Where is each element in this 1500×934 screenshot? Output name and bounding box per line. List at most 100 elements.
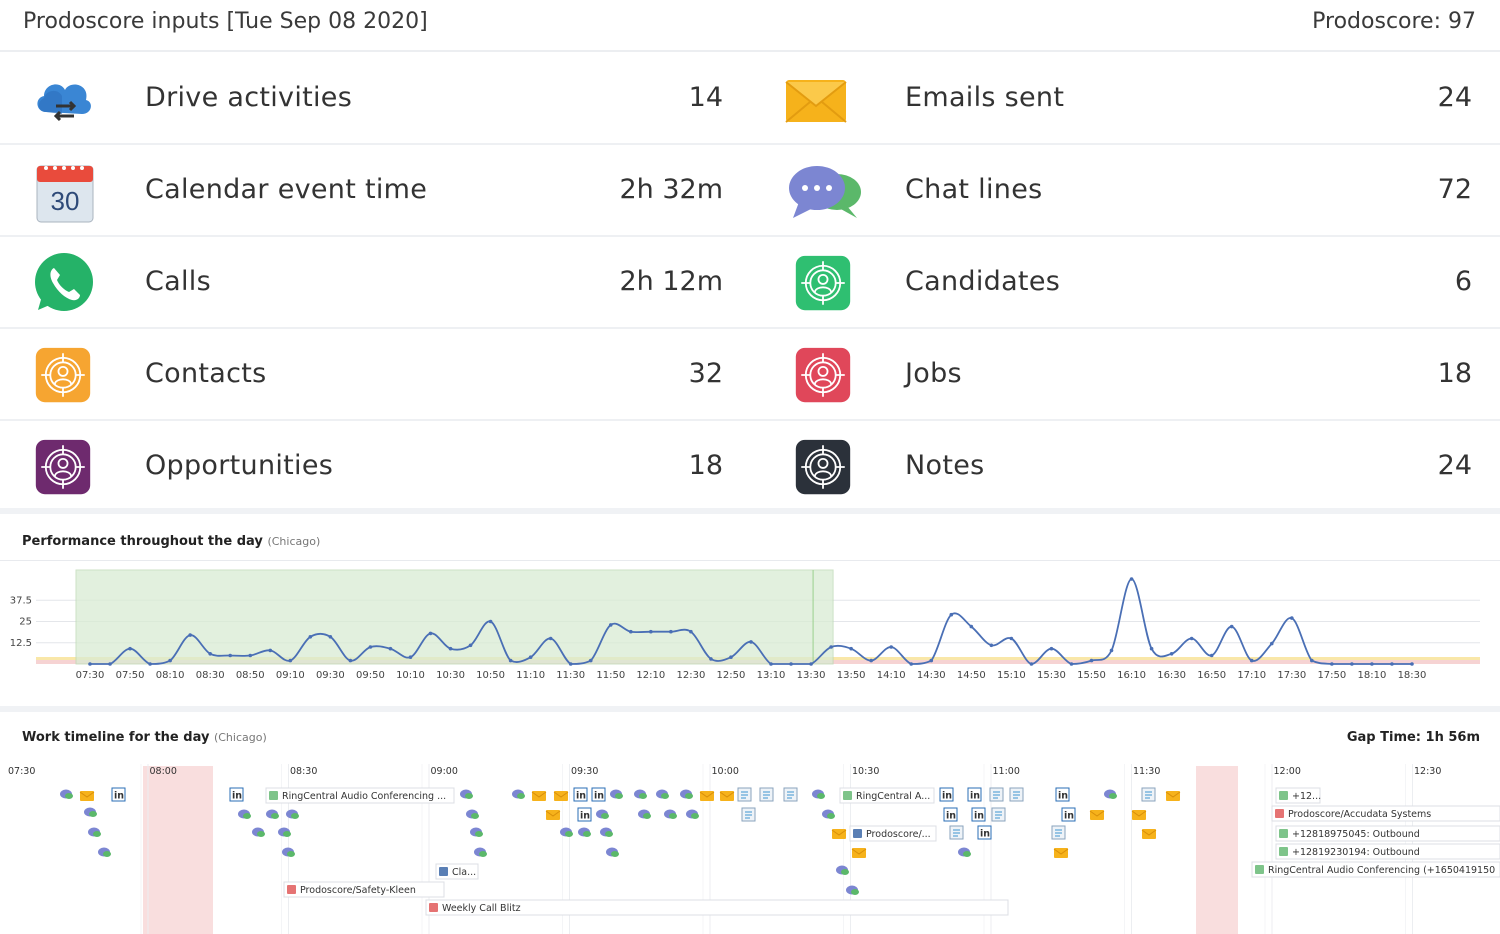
data-point	[88, 662, 92, 666]
note-target-icon	[795, 439, 851, 495]
contact-target-icon	[35, 347, 91, 403]
envelope-flap	[699, 791, 715, 798]
linkedin-glyph: in	[594, 791, 604, 802]
svg-text:30: 30	[51, 186, 80, 216]
event-label: +12818975045: Outbound	[1292, 829, 1420, 840]
envelope-body	[532, 791, 546, 801]
work-timeline[interactable]: 07:30 08:00 08:30 09:00 09:30 10:00 10:30 11:00…	[0, 756, 1500, 934]
opportunity-target-icon	[35, 439, 91, 495]
doc-icon	[949, 825, 964, 840]
metric-contacts[interactable]: Contacts 32	[0, 330, 760, 420]
data-point	[128, 646, 132, 651]
chat-bubble	[471, 813, 479, 819]
metric-drive-activities[interactable]: Drive activities 14	[0, 54, 760, 144]
calendar-icon	[429, 903, 438, 912]
chat-bubble	[1109, 793, 1117, 799]
x-tick-label: 15:10	[997, 670, 1026, 681]
metric-value: 18	[688, 450, 723, 481]
envelope-flap	[851, 848, 867, 855]
metric-opportunities[interactable]: Opportunities 18	[0, 422, 760, 512]
cloud-sync-icon	[37, 84, 91, 122]
performance-panel: Performance throughout the day (Chicago)…	[0, 508, 1500, 704]
chat-icon	[560, 827, 573, 837]
event-box	[1271, 805, 1500, 822]
data-point	[1149, 646, 1154, 651]
event-label: +12819230194: Outbound	[1292, 847, 1420, 858]
performance-subtitle: (Chicago)	[267, 535, 321, 548]
chat-bubble	[615, 793, 623, 799]
calendar-icon: 30	[36, 165, 94, 223]
metric-label: Opportunities	[145, 450, 334, 481]
data-point	[1009, 636, 1014, 641]
chat-bubble	[691, 813, 699, 819]
doc-lines	[1013, 791, 1020, 799]
envelope-body	[1166, 791, 1180, 801]
hour-label: 07:30	[8, 766, 35, 777]
li-icon: in	[577, 807, 592, 822]
timeline-event: RingCentral Audio Conferencing ...	[265, 787, 455, 804]
data-point	[308, 635, 313, 639]
linkedin-box	[971, 807, 986, 822]
chat-bubble	[817, 793, 825, 799]
linkedin-box	[573, 787, 588, 802]
timeline-event: Prodoscore/...	[849, 825, 937, 842]
data-point	[608, 623, 613, 627]
chat-bubble	[661, 793, 669, 799]
x-tick-label: 16:50	[1197, 670, 1226, 681]
x-tick-label: 17:50	[1317, 670, 1346, 681]
y-tick-label: 25	[19, 617, 32, 628]
metric-chat-lines[interactable]: Chat lines 72	[760, 146, 1500, 236]
metric-calls[interactable]: Calls 2h 12m	[0, 238, 760, 328]
x-tick-label: 14:50	[957, 670, 986, 681]
chat-icon	[600, 827, 613, 837]
data-point	[889, 645, 893, 649]
data-point	[348, 658, 353, 663]
calendar-icon	[853, 829, 862, 838]
gap-zone	[1196, 766, 1238, 934]
event-label: Prodoscore/Safety-Kleen	[300, 885, 416, 896]
metric-candidates[interactable]: Candidates 6	[760, 238, 1500, 328]
metric-emails-sent[interactable]: Emails sent 24	[760, 54, 1500, 144]
x-tick-label: 16:30	[1157, 670, 1186, 681]
doc-icon	[759, 787, 774, 802]
linkedin-glyph: in	[1064, 811, 1074, 822]
x-tick-label: 10:30	[436, 670, 465, 681]
chat-bubble	[479, 851, 487, 857]
data-point	[1390, 662, 1394, 666]
hour-label: 10:00	[712, 766, 739, 777]
chat-icon	[252, 827, 265, 837]
chat-bubble	[611, 851, 619, 857]
linkedin-glyph: in	[970, 791, 980, 802]
metric-notes[interactable]: Notes 24	[760, 422, 1500, 512]
data-point	[629, 629, 633, 634]
data-point	[1089, 658, 1094, 663]
mail-icon	[1141, 829, 1157, 839]
envelope-flap	[1053, 848, 1069, 855]
performance-chart[interactable]: 12.5 25 37.5 07:30 07:50 08:10 08:30 08:50 09:10…	[0, 564, 1500, 694]
chat-icon	[686, 809, 699, 819]
metric-calendar-event-time[interactable]: 30 Calendar event time 2h 32m	[0, 146, 760, 236]
metric-row: 30 Calendar event time 2h 32m Chat lines…	[0, 146, 1500, 237]
data-point	[789, 662, 793, 666]
metric-label: Emails sent	[905, 82, 1065, 113]
x-tick-label: 13:50	[837, 670, 866, 681]
chat-bubble	[103, 851, 111, 857]
chat-icon	[606, 847, 619, 857]
chat-bubble	[475, 831, 483, 837]
metric-jobs[interactable]: Jobs 18	[760, 330, 1500, 420]
metric-value: 2h 32m	[619, 174, 723, 205]
doc-icon	[1009, 787, 1024, 802]
envelope-body	[1132, 810, 1146, 820]
data-point	[1269, 641, 1274, 646]
timeline-event: Weekly Call Blitz	[425, 899, 1009, 916]
data-point	[689, 629, 693, 634]
linkedin-box	[229, 787, 244, 802]
doc-lines	[993, 791, 1000, 799]
metric-value: 14	[688, 82, 723, 113]
x-tick-label: 11:10	[516, 670, 545, 681]
metric-value: 24	[1437, 82, 1472, 113]
data-point	[989, 643, 994, 648]
highlight-range	[75, 569, 834, 665]
mail-icon	[1131, 810, 1147, 820]
metric-value: 18	[1437, 358, 1472, 389]
